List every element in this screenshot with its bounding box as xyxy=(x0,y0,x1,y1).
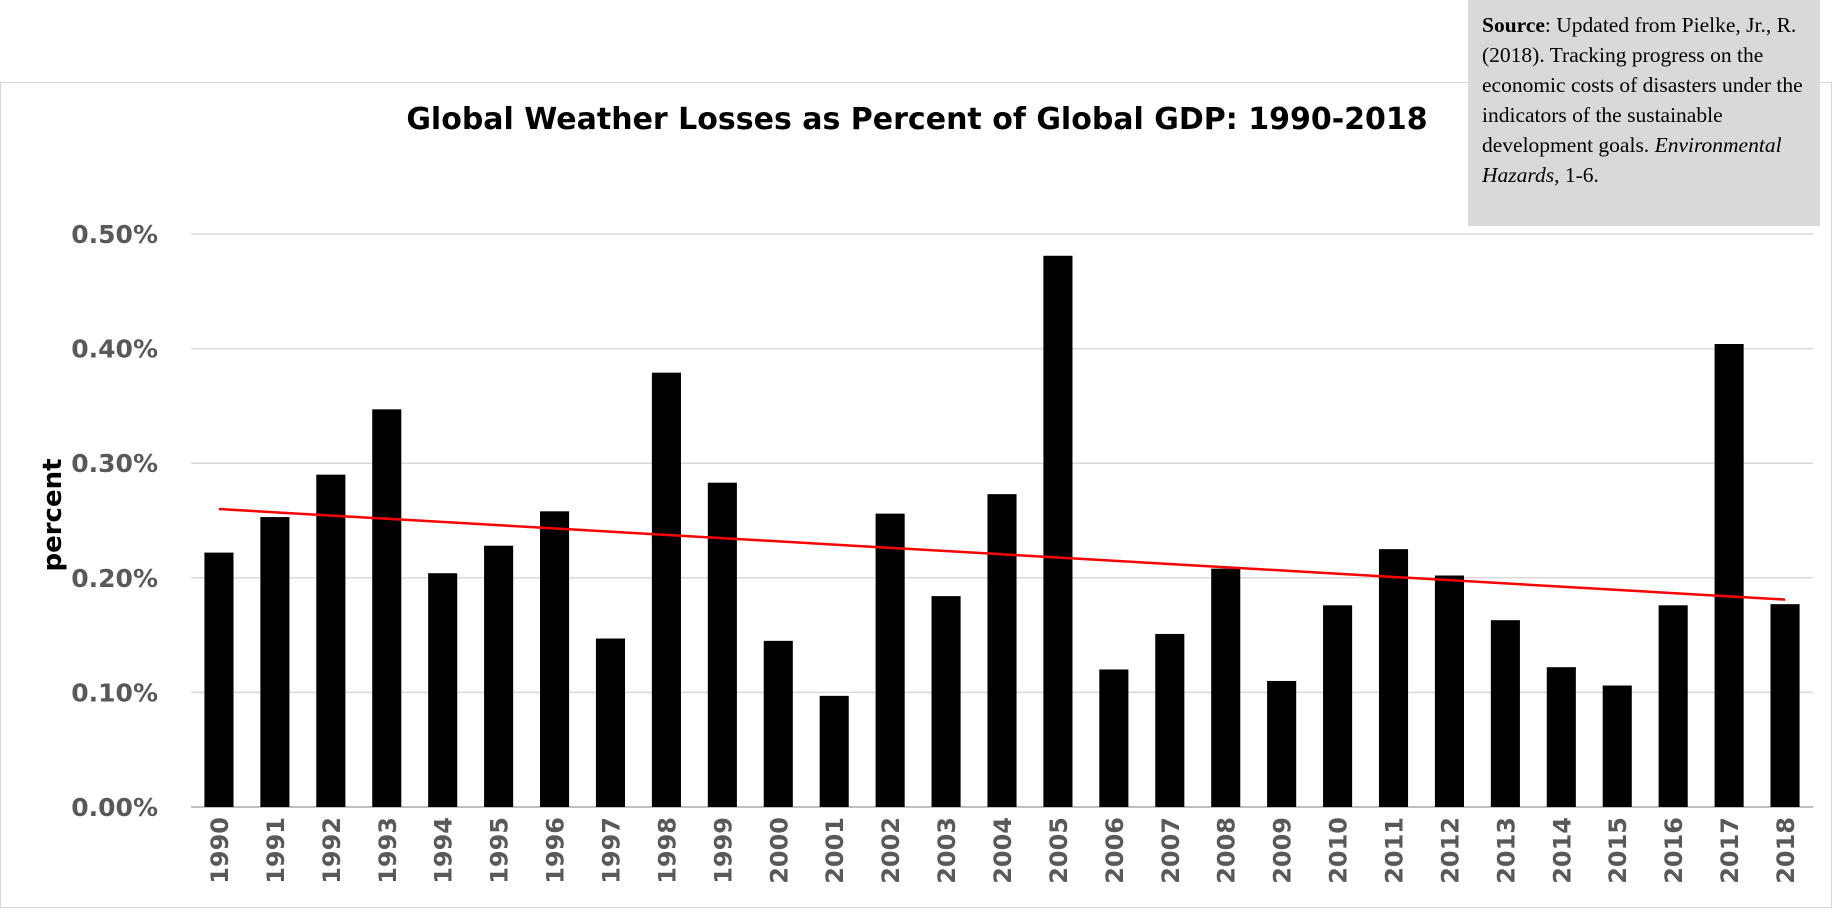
bar-1992 xyxy=(316,474,346,807)
y-tick-label: 0.20% xyxy=(71,564,158,593)
x-tick-label: 2013 xyxy=(1492,817,1520,884)
x-tick-label: 2008 xyxy=(1213,817,1241,884)
x-tick-label: 1997 xyxy=(597,817,625,884)
y-tick-label: 0.40% xyxy=(71,335,158,364)
bar-2007 xyxy=(1155,633,1185,807)
x-tick-label: 1999 xyxy=(709,817,737,884)
x-tick-label: 2014 xyxy=(1548,817,1576,884)
x-tick-label: 1992 xyxy=(318,817,346,884)
y-tick-label: 0.50% xyxy=(71,220,158,249)
x-tick-label: 1993 xyxy=(374,817,402,884)
y-tick-label: 0.10% xyxy=(71,678,158,707)
source-journal: Environmental Hazards xyxy=(1482,133,1782,187)
y-axis-ticks: 0.00% 0.10% 0.20% 0.30% 0.40% 0.50% xyxy=(71,220,158,822)
y-axis-label: percent xyxy=(38,458,68,571)
bar-2011 xyxy=(1378,549,1409,807)
bar-2008 xyxy=(1211,568,1241,807)
x-tick-label: 2009 xyxy=(1269,817,1297,884)
bar-1997 xyxy=(595,638,626,807)
bar-2001 xyxy=(819,695,849,807)
x-tick-label: 2001 xyxy=(821,817,849,884)
x-tick-label: 2006 xyxy=(1101,817,1129,884)
trendline xyxy=(218,507,1786,601)
x-tick-label: 1998 xyxy=(653,817,681,884)
y-tick-label: 0.00% xyxy=(71,793,158,822)
bar-2006 xyxy=(1099,669,1129,807)
source-text-end: , 1-6. xyxy=(1554,163,1599,187)
x-tick-label: 2015 xyxy=(1604,817,1632,884)
y-tick-label: 0.30% xyxy=(71,449,158,478)
x-tick-label: 2005 xyxy=(1045,817,1073,884)
bar-2014 xyxy=(1546,667,1576,807)
x-tick-label: 2003 xyxy=(933,817,961,884)
bar-2017 xyxy=(1714,344,1744,807)
bar-2016 xyxy=(1658,605,1688,807)
bar-2005 xyxy=(1043,255,1073,808)
bar-2010 xyxy=(1323,605,1353,807)
bar-2018 xyxy=(1770,604,1800,807)
source-label: Source xyxy=(1482,13,1545,37)
x-tick-label: 2000 xyxy=(765,817,793,884)
x-tick-label: 2011 xyxy=(1381,817,1409,884)
bar-1994 xyxy=(428,573,458,807)
x-tick-label: 1994 xyxy=(430,817,458,884)
x-tick-label: 1991 xyxy=(262,817,290,884)
bar-2009 xyxy=(1267,680,1297,807)
bar-2000 xyxy=(763,640,793,807)
x-tick-label: 2007 xyxy=(1157,817,1185,884)
chart-title: Global Weather Losses as Percent of Glob… xyxy=(406,102,1427,137)
source-note: Source: Updated from Pielke, Jr., R. (20… xyxy=(1468,0,1820,226)
x-tick-label: 2017 xyxy=(1716,817,1744,884)
x-axis-ticks: 1990 1991 1992 1993 1994 1995 1996 1997 1998 1999… xyxy=(206,817,1800,884)
x-tick-label: 2004 xyxy=(989,817,1017,884)
bars xyxy=(204,255,1800,808)
x-tick-label: 1995 xyxy=(486,817,514,884)
x-tick-label: 2012 xyxy=(1436,817,1464,884)
bar-1996 xyxy=(540,511,570,807)
x-tick-label: 1996 xyxy=(542,817,570,884)
bar-2004 xyxy=(987,494,1017,807)
bar-1993 xyxy=(372,409,402,807)
bar-2013 xyxy=(1490,620,1520,807)
bar-2015 xyxy=(1602,685,1632,807)
bar-1990 xyxy=(204,552,234,807)
bar-2002 xyxy=(875,513,905,807)
source-text: : Updated from Pielke, Jr., R. (2018). T… xyxy=(1482,13,1803,157)
bar-chart: Global Weather Losses as Percent of Glob… xyxy=(38,102,1813,884)
x-tick-label: 2002 xyxy=(877,817,905,884)
bar-2012 xyxy=(1434,575,1464,807)
x-tick-label: 1990 xyxy=(206,817,234,884)
x-tick-label: 2016 xyxy=(1660,817,1688,884)
bar-1991 xyxy=(260,517,290,807)
trendline-group xyxy=(218,507,1786,601)
x-tick-label: 2010 xyxy=(1325,817,1353,884)
x-tick-label: 2018 xyxy=(1772,817,1800,884)
bar-1999 xyxy=(707,482,737,807)
bar-1995 xyxy=(484,545,514,807)
bar-1998 xyxy=(651,372,681,807)
bar-2003 xyxy=(931,596,961,807)
